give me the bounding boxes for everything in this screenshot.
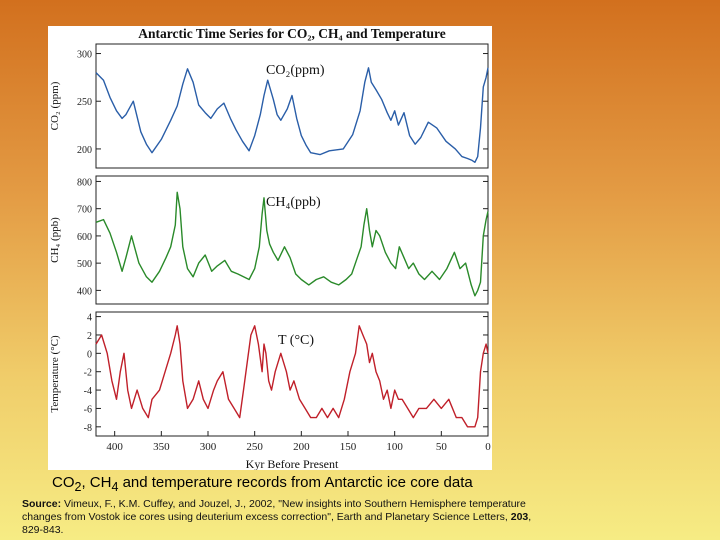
caption-part-rest: and temperature records from Antarctic i… [118, 474, 473, 491]
y-tick-label: 4 [87, 313, 92, 324]
caption-part-ch: , CH [81, 474, 112, 491]
y-axis-label: CH₄ (ppb) [49, 217, 61, 263]
series-line-temp [95, 325, 489, 428]
y-axis-label: CO₂ (ppm) [49, 81, 61, 130]
x-tick-label: 400 [106, 441, 123, 453]
panel-title: T (°C) [278, 333, 314, 348]
y-tick-label: 400 [77, 286, 92, 297]
source-label: Source: [22, 498, 62, 510]
source-text: Vimeux, F., K.M. Cuffey, and Jouzel, J.,… [22, 498, 526, 523]
y-tick-label: -6 [84, 404, 92, 415]
y-tick-label: 300 [77, 50, 92, 61]
caption-sub-2: 2 [74, 480, 82, 494]
panel-ch4: 400 500 600 700 800 CH₄ (ppb) CH₄(ppb) [49, 175, 489, 305]
y-tick-label: 500 [77, 259, 92, 270]
panel-frame [95, 175, 489, 305]
x-tick-label: 0 [485, 441, 491, 453]
y-tick-label: -8 [84, 423, 92, 434]
y-tick-label: -2 [84, 368, 92, 379]
figure-panel: Antarctic Time Series for CO₂, CH₄ and T… [48, 26, 492, 470]
panel-title: CO₂(ppm) [266, 63, 325, 78]
figure-title: Antarctic Time Series for CO₂, CH₄ and T… [138, 26, 446, 41]
source-volume: 203 [510, 511, 529, 523]
y-tick-label: 2 [87, 331, 92, 342]
series-line-ch4 [95, 191, 489, 297]
y-tick-label: 700 [77, 205, 92, 216]
panel-frame [95, 43, 489, 169]
series-line-co2 [95, 67, 489, 164]
panel-co2: 200 250 300 CO₂ (ppm) CO₂(ppm) [49, 43, 489, 169]
y-tick-label: 800 [77, 177, 92, 188]
caption-part-co: CO [52, 474, 75, 491]
y-tick-label: -4 [84, 386, 92, 397]
caption-sub-4: 4 [111, 480, 119, 494]
y-axis-label: Temperature (°C) [49, 335, 61, 413]
x-tick-label: 350 [153, 441, 170, 453]
y-tick-label: 600 [77, 232, 92, 243]
x-tick-label: 200 [293, 441, 310, 453]
x-tick-label: 100 [386, 441, 403, 453]
source-pages: , 829-843. [22, 511, 532, 536]
y-tick-label: 250 [77, 97, 92, 108]
x-tick-label: 250 [246, 441, 263, 453]
y-tick-label: 0 [87, 349, 92, 360]
x-tick-label: 50 [436, 441, 448, 453]
y-tick-label: 200 [77, 145, 92, 156]
x-axis-label: Kyr Before Present [246, 457, 339, 470]
panel-title: CH₄(ppb) [266, 195, 321, 210]
source-citation: Source: Vimeux, F., K.M. Cuffey, and Jou… [22, 498, 542, 537]
chart-svg: Antarctic Time Series for CO₂, CH₄ and T… [49, 26, 491, 470]
x-tick-label: 300 [200, 441, 217, 453]
panel-temp: -8 -6 -4 -2 0 2 4 Temperature (°C) T (°C) [49, 311, 489, 437]
x-tick-label: 150 [340, 441, 357, 453]
panel-frame [95, 311, 489, 437]
figure-caption: CO2, CH4 and temperature records from An… [52, 474, 473, 494]
